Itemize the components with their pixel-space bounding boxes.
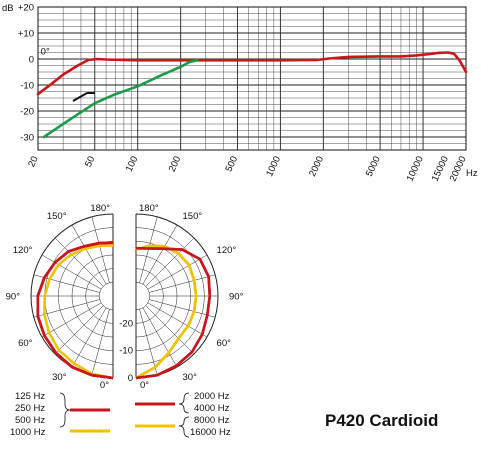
polar-spoke: [142, 307, 178, 368]
polar-spoke: [91, 216, 110, 283]
x-tick-label: 50: [83, 155, 97, 169]
polar-angle-label-right: 30°: [183, 372, 198, 383]
polar-angle-label-left: 120°: [13, 245, 33, 256]
polar-spoke: [147, 302, 208, 338]
polar-spoke: [145, 305, 195, 355]
polar-spoke: [41, 302, 102, 338]
polar-spoke: [91, 309, 110, 376]
legend-brace: [178, 392, 190, 414]
legend-brace: [59, 392, 71, 428]
y-tick-label: 0: [29, 55, 34, 66]
polar-spoke: [41, 254, 102, 290]
y-tick-label: +10: [18, 29, 34, 40]
legend-label: 2000 Hz: [194, 391, 230, 402]
polar-right-series-1: [135, 244, 198, 380]
polar-angle-labels: 0° 0° 30° 30° 60° 60° 90° 90° 120° 120° 150° 150° 18…: [6, 203, 244, 391]
polar-angle-label-left: 180°: [90, 203, 110, 214]
legend-label: 250 Hz: [15, 403, 45, 414]
polar-ring-label: -10: [119, 346, 133, 357]
polar-angle-label-right: 180°: [139, 203, 159, 214]
legend-label: 125 Hz: [15, 391, 45, 402]
polar-left-series-3: [36, 241, 114, 380]
legend-label: 500 Hz: [15, 415, 45, 426]
rear-response-symbol: [72, 92, 95, 102]
x-axis-label: Hz: [466, 168, 478, 179]
polar-ring-labels: -20 -10 0: [119, 318, 133, 384]
plot-frame: [37, 6, 467, 151]
polar-angle-label-right: 0°: [140, 380, 149, 391]
polar-spoke: [147, 254, 208, 290]
polar-angle-label-left: 150°: [47, 211, 67, 222]
polar-right-series-3: [135, 246, 212, 380]
polar-spoke: [145, 237, 195, 287]
y-tick-label: -30: [20, 133, 34, 144]
polar-ring-label: 0: [128, 373, 133, 384]
y-tick-label: +20: [18, 3, 34, 14]
legend-brace: [178, 416, 190, 438]
polar-ring-label: -20: [119, 318, 133, 329]
polar-spoke: [139, 309, 158, 376]
polar-angle-label-left: 30°: [52, 372, 67, 383]
y-axis-label: dB: [2, 3, 14, 14]
legend-label: 1000 Hz: [10, 427, 46, 438]
product-title: P420 Cardioid: [325, 411, 438, 430]
frequency-series-0: [36, 51, 468, 96]
x-tick-label: 20: [26, 155, 40, 169]
polar-left-series-1: [36, 241, 114, 380]
polar-right-half: [135, 213, 219, 380]
x-tick-label: 100: [124, 155, 141, 174]
frequency-grid: [37, 6, 467, 151]
legend-right: 2000 Hz 4000 Hz 8000 Hz 16000 Hz: [135, 391, 231, 438]
y-tick-labels: +20 +10 0 -10 -20 -30: [18, 3, 34, 144]
polar-angle-label-left: 0°: [100, 380, 109, 391]
angle-annotation: 0°: [41, 47, 50, 58]
x-tick-label: 200: [167, 155, 184, 174]
x-tick-label: 500: [223, 155, 240, 174]
polar-spoke: [149, 274, 216, 293]
polar-left-series-0: [43, 244, 114, 380]
polar-left-series-2: [36, 241, 114, 380]
polar-angle-label-left: 90°: [6, 292, 21, 303]
polar-ring: [99, 282, 114, 310]
polar-left-half: [30, 213, 114, 380]
polar-angle-label-left: 60°: [18, 338, 33, 349]
x-tick-label: 2000: [307, 155, 326, 179]
polar-spoke: [54, 237, 104, 287]
y-tick-label: -20: [20, 107, 34, 118]
polar-spoke: [54, 305, 104, 355]
legend-label: 8000 Hz: [194, 415, 230, 426]
polar-angle-label-right: 150°: [183, 211, 203, 222]
x-tick-label: 1000: [264, 155, 283, 179]
frequency-series: [36, 51, 468, 139]
legend-left: 125 Hz 250 Hz 500 Hz 1000 Hz: [10, 391, 110, 438]
polar-spoke: [71, 224, 107, 285]
legend-label: 4000 Hz: [194, 403, 230, 414]
polar-angle-label-right: 120°: [217, 245, 237, 256]
polar-spoke: [139, 216, 158, 283]
y-tick-label: -10: [20, 81, 34, 92]
polar-spoke: [149, 299, 216, 318]
frequency-series-1: [42, 58, 199, 139]
polar-angle-label-right: 90°: [229, 292, 244, 303]
polar-spoke: [142, 224, 178, 285]
x-tick-label: 10000: [405, 155, 426, 184]
polar-ring: [135, 282, 150, 310]
polar-angle-label-right: 60°: [217, 338, 232, 349]
x-tick-label: 5000: [364, 155, 383, 179]
polar-spoke: [71, 307, 107, 368]
polar-right-series-2: [135, 246, 212, 380]
legend-label: 16000 Hz: [190, 427, 231, 438]
